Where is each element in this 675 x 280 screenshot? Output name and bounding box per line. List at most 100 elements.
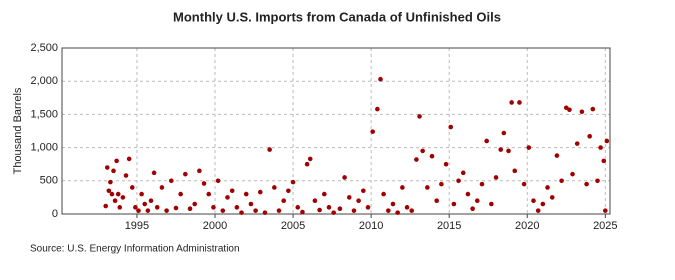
point — [356, 198, 361, 204]
point — [584, 181, 589, 187]
point — [253, 208, 258, 213]
point — [417, 114, 422, 119]
point — [365, 205, 371, 210]
point — [574, 141, 580, 146]
point — [159, 185, 165, 190]
point — [187, 206, 193, 211]
point — [420, 148, 425, 154]
point — [439, 181, 444, 187]
point — [272, 185, 277, 190]
point — [229, 188, 235, 194]
point — [375, 106, 380, 112]
point — [400, 185, 405, 190]
point — [370, 129, 375, 134]
point — [281, 198, 286, 204]
point — [456, 178, 461, 184]
point — [262, 210, 268, 215]
point — [386, 208, 391, 213]
point — [326, 205, 332, 210]
point — [164, 208, 169, 213]
point — [337, 206, 343, 211]
point — [434, 198, 440, 204]
point — [395, 210, 400, 215]
point — [145, 208, 151, 213]
x-tick-label: 2020 — [515, 220, 539, 232]
y-tick-label: 0 — [52, 208, 58, 220]
point — [133, 205, 138, 210]
point — [136, 208, 141, 213]
point — [512, 168, 518, 174]
y-tick-label: 1,000 — [30, 142, 58, 154]
point — [312, 198, 318, 204]
point — [173, 205, 179, 211]
point — [331, 210, 336, 215]
point — [168, 178, 174, 184]
point — [498, 147, 504, 152]
point — [501, 130, 507, 136]
point — [103, 203, 109, 209]
point — [104, 165, 110, 170]
point — [409, 208, 415, 213]
x-tick-label: 2005 — [281, 220, 305, 232]
point — [378, 76, 383, 82]
point — [470, 206, 475, 211]
point — [154, 205, 160, 210]
point — [120, 195, 126, 200]
y-tick-label: 2,500 — [30, 42, 58, 54]
point — [183, 171, 188, 177]
point — [484, 138, 489, 144]
point — [603, 208, 608, 213]
point — [243, 191, 249, 197]
point — [248, 201, 254, 207]
point — [526, 145, 532, 150]
point — [567, 107, 572, 113]
x-tick-label: 1995 — [125, 220, 149, 232]
point — [115, 191, 121, 197]
point — [351, 208, 357, 213]
point — [215, 178, 221, 184]
point — [106, 188, 112, 194]
point — [197, 168, 202, 174]
point — [404, 205, 410, 210]
chart-title: Monthly U.S. Imports from Canada of Unfi… — [173, 9, 501, 24]
point — [286, 188, 291, 194]
point — [390, 201, 396, 207]
source: Source: U.S. Energy Information Administ… — [30, 244, 240, 255]
y-axis-label: Thousand Barrels — [12, 87, 24, 174]
point — [443, 161, 449, 167]
point — [206, 191, 212, 197]
point — [479, 181, 485, 187]
point — [451, 201, 457, 207]
plot-frame — [61, 47, 611, 215]
point — [300, 209, 305, 215]
point — [178, 191, 183, 197]
x-tick-label: 2000 — [203, 220, 227, 232]
x-tick-label: 2015 — [437, 220, 461, 232]
point — [346, 195, 352, 200]
point — [123, 173, 129, 178]
point — [493, 175, 499, 180]
point — [598, 145, 603, 150]
point — [267, 147, 272, 152]
x-tick-label: 2010 — [359, 220, 383, 232]
point — [220, 208, 226, 213]
point — [531, 198, 536, 204]
point — [509, 100, 514, 105]
point — [595, 178, 600, 184]
point — [307, 156, 313, 162]
point — [549, 195, 555, 200]
point — [225, 195, 230, 200]
point — [559, 178, 564, 184]
point — [465, 191, 471, 197]
point — [108, 179, 113, 185]
y-tick-label: 2,000 — [30, 75, 58, 87]
point — [342, 175, 347, 180]
point — [460, 170, 466, 176]
point — [601, 158, 607, 164]
point — [295, 205, 301, 210]
point — [111, 168, 116, 174]
point — [201, 181, 207, 186]
point — [317, 207, 322, 213]
